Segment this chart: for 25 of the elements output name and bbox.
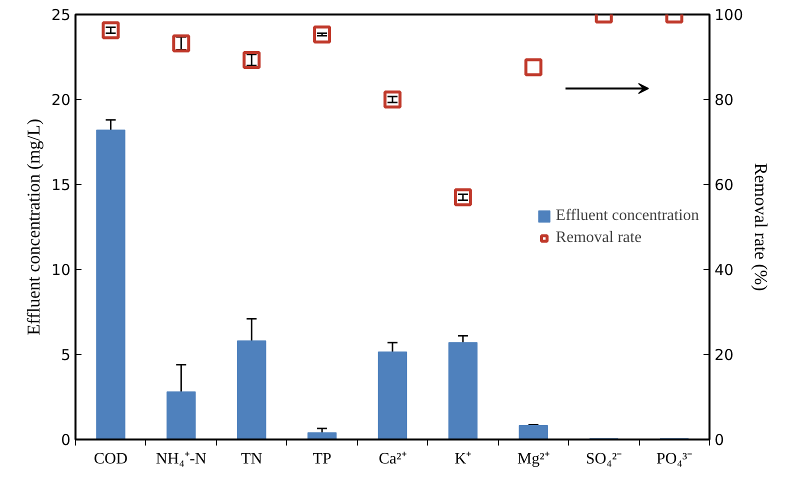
y-tick-label: 15 xyxy=(51,176,71,194)
y2-axis-title: Removal rate (%) xyxy=(751,163,772,291)
x-tick-label: Ca²⁺ xyxy=(378,450,406,468)
x-tick-label: PO₄³⁻ xyxy=(656,450,692,468)
y-tick-label: 20 xyxy=(51,91,71,109)
x-tick-label: SO₄²⁻ xyxy=(586,450,622,468)
x-tick-label: TN xyxy=(240,450,263,468)
y-tick-label: 0 xyxy=(60,431,71,449)
y2-tick-label: 20 xyxy=(714,346,734,364)
x-tick-label: TP xyxy=(312,450,332,468)
x-tick-label: NH₄⁺-N xyxy=(156,450,207,468)
y-axis-title: Effluent concentration (mg/L) xyxy=(23,118,44,336)
y-tick-label: 25 xyxy=(51,6,71,24)
y2-tick-label: 60 xyxy=(714,176,734,194)
y2-tick-label: 40 xyxy=(714,261,734,279)
legend-label: Effluent concentration xyxy=(556,206,699,224)
x-tick-label: COD xyxy=(94,450,128,468)
y2-tick-label: 100 xyxy=(714,6,744,24)
y2-tick-label: 80 xyxy=(714,91,734,109)
legend-label: Removal rate xyxy=(556,228,642,246)
x-tick-label: K⁺ xyxy=(454,450,472,468)
x-tick-label: Mg²⁺ xyxy=(517,450,550,468)
y-tick-label: 5 xyxy=(60,346,71,364)
y2-tick-label: 0 xyxy=(714,431,724,449)
y-tick-label: 10 xyxy=(51,261,71,279)
